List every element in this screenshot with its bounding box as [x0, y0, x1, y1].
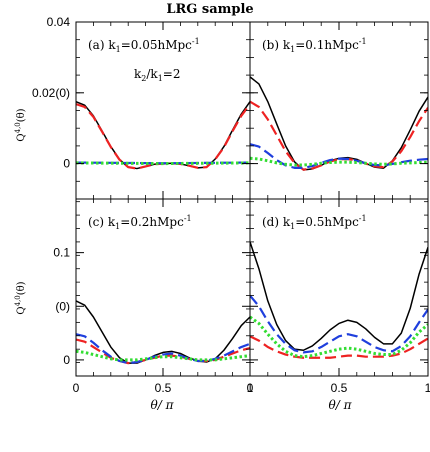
- series-line-2: [250, 100, 428, 171]
- y-tick-label: (0): [55, 299, 70, 313]
- series-line-2: [76, 338, 250, 365]
- series-line-3: [76, 333, 250, 365]
- y-tick-label: 0: [63, 157, 70, 171]
- y-axis-label-main: Q: [16, 306, 27, 314]
- svg-text:Q4,0(θ): Q4,0(θ): [14, 108, 27, 141]
- x-tick-label: 1: [425, 381, 430, 395]
- y-axis-label-sup: 4,0: [14, 295, 22, 306]
- y-axis-label-bottom: Q4,0(θ): [14, 281, 27, 314]
- y-tick-label: 0: [63, 353, 70, 367]
- panel-title: (d) k1=0.5hMpc-1: [262, 214, 367, 231]
- x-tick-label: 0.5: [331, 381, 348, 395]
- x-tick-label: 1: [247, 381, 254, 395]
- svg-text:Q4,0(θ): Q4,0(θ): [14, 281, 27, 314]
- series-line-4: [250, 315, 428, 359]
- series-line-2: [250, 335, 428, 359]
- x-tick-label: 0: [247, 381, 254, 395]
- y-axis-label-sup: 4,0: [14, 122, 22, 133]
- series-line-3: [250, 143, 428, 169]
- figure-title: LRG sample: [166, 2, 253, 17]
- panel-b: (b) k1=0.1hMpc-1: [249, 21, 429, 200]
- panel-c: 0 (0) 0.1 0 0.5 1 (c) k1=0.2hMpc-1: [53, 198, 254, 395]
- series-line-1: [250, 76, 428, 171]
- y-tick-label: 0.02(0): [32, 86, 70, 100]
- y-axis-label-arg: (θ): [16, 281, 27, 295]
- panel-title: (a) k1=0.05hMpc-1: [88, 37, 200, 54]
- panel-a: 0 0.02(0) 0.04 (a) k1=0.05hMpc-1 k2/k1=2: [32, 15, 251, 200]
- series-line-2: [76, 103, 250, 170]
- series-line-1: [76, 300, 250, 364]
- series-line-4: [76, 161, 250, 166]
- series-line-3: [250, 294, 428, 354]
- series-line-1: [250, 241, 428, 351]
- panel-title: (c) k1=0.2hMpc-1: [88, 214, 192, 231]
- x-tick-label: 0.5: [155, 381, 172, 395]
- panels: 0 0.02(0) 0.04 (a) k1=0.05hMpc-1 k2/k1=2 (b) …: [32, 15, 430, 395]
- y-tick-label: 0.04: [47, 15, 71, 29]
- y-axis-label-top: Q4,0(θ): [14, 108, 27, 141]
- y-tick-label: 0.1: [53, 246, 70, 260]
- series-line-4: [250, 156, 428, 167]
- y-axis-label-main: Q: [16, 133, 27, 141]
- x-tick-label: 0: [73, 381, 80, 395]
- panel-d: 0 0.5 1 (d) k1=0.5hMpc-1: [247, 198, 430, 395]
- series-line-1: [76, 100, 250, 170]
- panel-note: k2/k1=2: [134, 67, 181, 83]
- x-axis-label-right: θ/ π: [329, 398, 353, 412]
- panel-title: (b) k1=0.1hMpc-1: [262, 37, 367, 54]
- x-axis-label-left: θ/ π: [151, 398, 175, 412]
- y-axis-label-arg: (θ): [16, 108, 27, 122]
- series-line-4: [76, 349, 250, 362]
